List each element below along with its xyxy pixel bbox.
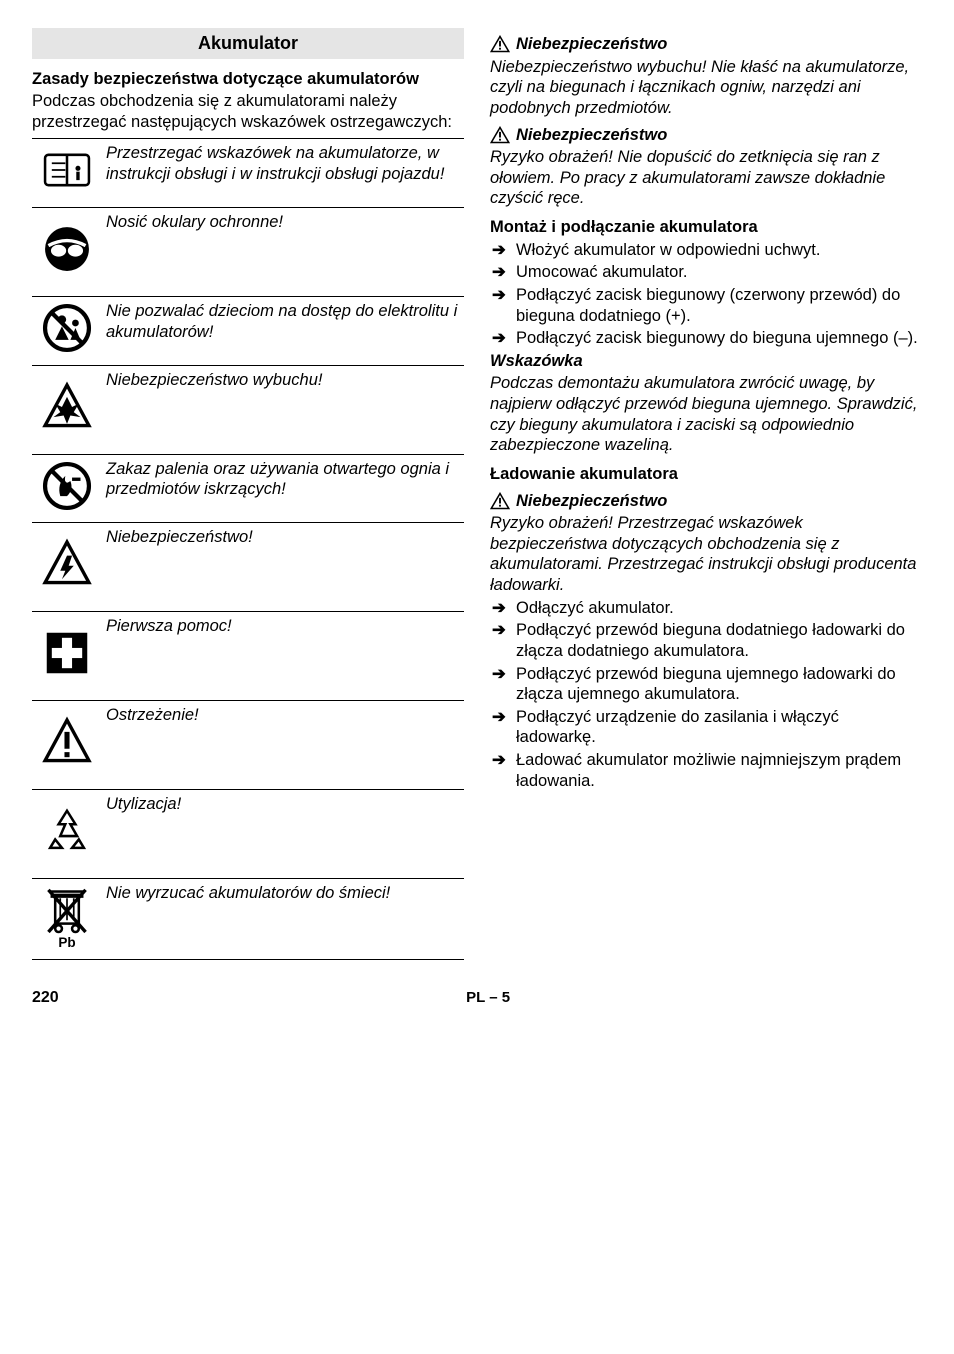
list-item: Odłączyć akumulator. [490,598,922,619]
intro-heading: Zasady bezpieczeństwa dotyczące akumulat… [32,69,464,90]
charge-steps: Odłączyć akumulator. Podłączyć przewód b… [490,598,922,792]
no-children-icon [32,297,102,366]
danger-heading: Niebezpieczeństwo [490,125,922,146]
recycle-icon [32,790,102,879]
table-row: Niebezpieczeństwo wybuchu! [32,365,464,454]
first-aid-icon [32,612,102,701]
list-item: Podłączyć przewód bieguna ujemnego ładow… [490,664,922,705]
footer-center: PL – 5 [466,989,510,1008]
danger-heading: Niebezpieczeństwo [490,491,922,512]
table-row: Nosić okulary ochronne! [32,208,464,297]
row-text: Utylizacja! [102,790,464,879]
row-text: Nosić okulary ochronne! [102,208,464,297]
row-text: Nie pozwalać dzieciom na dostęp do elekt… [102,297,464,366]
list-item: Podłączyć zacisk biegunowy (czerwony prz… [490,285,922,326]
danger-label: Niebezpieczeństwo [516,125,667,146]
list-item: Umocować akumulator. [490,262,922,283]
danger-body-1: Niebezpieczeństwo wybuchu! Nie kłaść na … [490,57,922,119]
manual-icon [32,139,102,208]
warning-icon [32,701,102,790]
table-row: Przestrzegać wskazówek na akumulatorze, … [32,139,464,208]
table-row: Niebezpieczeństwo! [32,523,464,612]
table-row: Nie pozwalać dzieciom na dostęp do elekt… [32,297,464,366]
row-text: Przestrzegać wskazówek na akumulatorze, … [102,139,464,208]
danger-icon [32,523,102,612]
safety-table: Przestrzegać wskazówek na akumulatorze, … [32,138,464,960]
goggles-icon [32,208,102,297]
table-row: Pb Nie wyrzucać akumulatorów do śmieci! [32,879,464,960]
list-item: Ładować akumulator możliwie najmniejszym… [490,750,922,791]
danger-body-2: Ryzyko obrażeń! Nie dopuścić do zetknięc… [490,147,922,209]
page-number: 220 [32,988,59,1008]
hint-body: Podczas demontażu akumulatora zwrócić uw… [490,373,922,456]
mount-steps: Włożyć akumulator w odpowiedni uchwyt. U… [490,240,922,349]
row-text: Niebezpieczeństwo wybuchu! [102,365,464,454]
section-heading: Akumulator [32,28,464,59]
list-item: Podłączyć urządzenie do zasilania i włąc… [490,707,922,748]
explosion-icon [32,365,102,454]
no-fire-icon [32,454,102,523]
list-item: Podłączyć zacisk biegunowy do bieguna uj… [490,328,922,349]
warning-triangle-icon [490,35,510,53]
hint-heading: Wskazówka [490,351,922,372]
danger-label: Niebezpieczeństwo [516,491,667,512]
mount-heading: Montaż i podłączanie akumulatora [490,217,922,238]
list-item: Włożyć akumulator w odpowiedni uchwyt. [490,240,922,261]
row-text: Pierwsza pomoc! [102,612,464,701]
charge-heading: Ładowanie akumulatora [490,464,922,485]
danger-body-3: Ryzyko obrażeń! Przestrzegać wskazówek b… [490,513,922,596]
danger-label: Niebezpieczeństwo [516,34,667,55]
table-row: Ostrzeżenie! [32,701,464,790]
warning-triangle-icon [490,126,510,144]
no-trash-icon: Pb [32,879,102,960]
warning-triangle-icon [490,492,510,510]
footer-right-spacer [918,988,922,1008]
row-text: Ostrzeżenie! [102,701,464,790]
table-row: Utylizacja! [32,790,464,879]
row-text: Zakaz palenia oraz używania otwartego og… [102,454,464,523]
intro-body: Podczas obchodzenia się z akumulatorami … [32,91,464,132]
page-footer: 220 PL – 5 [32,988,922,1008]
table-row: Zakaz palenia oraz używania otwartego og… [32,454,464,523]
danger-heading: Niebezpieczeństwo [490,34,922,55]
row-text: Nie wyrzucać akumulatorów do śmieci! [102,879,464,960]
pb-label: Pb [58,935,75,949]
row-text: Niebezpieczeństwo! [102,523,464,612]
table-row: Pierwsza pomoc! [32,612,464,701]
list-item: Podłączyć przewód bieguna dodatniego ład… [490,620,922,661]
